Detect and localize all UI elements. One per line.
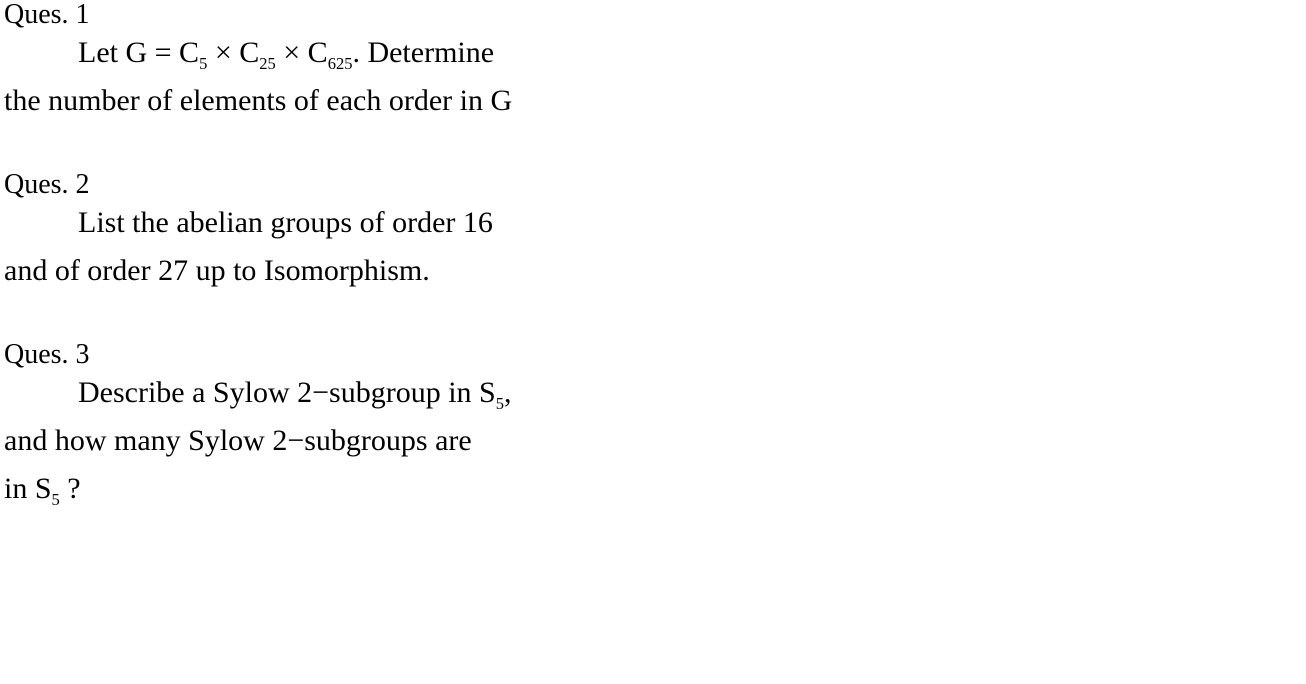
q1-text-post: . Determine: [352, 36, 494, 69]
q1-text-mid2: × C: [276, 36, 328, 69]
question-3: Ques. 3 Describe a Sylow 2−subgroup in S…: [0, 341, 1306, 513]
q3-line3-post: ?: [60, 472, 81, 505]
question-3-line-2: and how many Sylow 2−subgroups are: [0, 417, 1306, 465]
spacer-1: [0, 125, 1306, 171]
question-1-line-2: the number of elements of each order in …: [0, 77, 1306, 125]
q1-text-pre: Let G = C: [78, 36, 199, 69]
question-1-header: Ques. 1: [0, 1, 1306, 29]
q3-line3-pre: in S: [4, 472, 52, 505]
document-content: Ques. 1 Let G = C5 × C25 × C625. Determi…: [0, 0, 1306, 513]
q1-text-mid1: × C: [207, 36, 259, 69]
q1-sub-3: 625: [328, 54, 353, 73]
q3-line1-sub: 5: [496, 394, 504, 413]
q1-sub-2: 25: [259, 54, 276, 73]
question-1-line-1: Let G = C5 × C25 × C625. Determine: [0, 29, 1306, 77]
q3-line1-pre: Describe a Sylow 2−subgroup in S: [78, 376, 496, 409]
question-2: Ques. 2 List the abelian groups of order…: [0, 171, 1306, 295]
spacer-2: [0, 295, 1306, 341]
q3-math-1: Describe a Sylow 2−subgroup in S5,: [78, 369, 511, 417]
question-2-header: Ques. 2: [0, 171, 1306, 199]
question-3-line-3: in S5 ?: [0, 465, 1306, 513]
q1-math: Let G = C5 × C25 × C625. Determine: [78, 29, 494, 77]
q3-line1-post: ,: [504, 376, 512, 409]
question-3-header: Ques. 3: [0, 341, 1306, 369]
q3-line3-sub: 5: [52, 490, 60, 509]
q3-math-2: in S5 ?: [4, 465, 81, 513]
question-2-line-2: and of order 27 up to Isomorphism.: [0, 247, 1306, 295]
question-2-line-1: List the abelian groups of order 16: [0, 199, 1306, 247]
question-1: Ques. 1 Let G = C5 × C25 × C625. Determi…: [0, 0, 1306, 125]
question-3-line-1: Describe a Sylow 2−subgroup in S5,: [0, 369, 1306, 417]
